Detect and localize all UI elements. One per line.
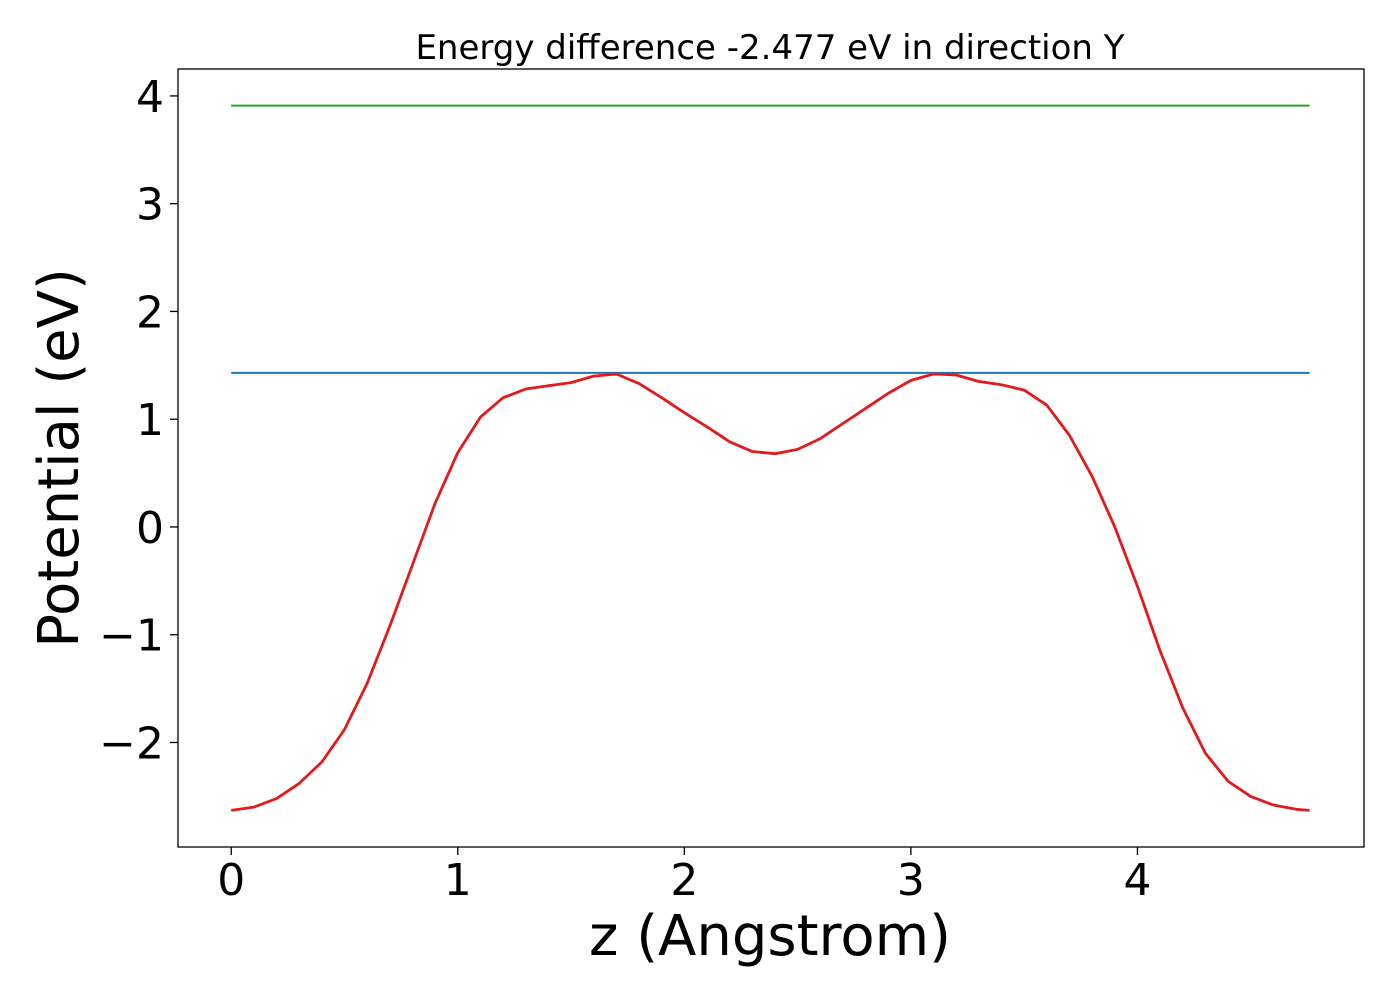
x-tick-label: 2 [670, 855, 698, 906]
x-tick-label: 0 [217, 855, 245, 906]
potential-curve [230, 372, 1310, 812]
y-tick-label: 0 [136, 503, 164, 554]
y-tick-label: 4 [136, 72, 164, 123]
x-axis: 0 1 2 3 4 [217, 847, 1151, 906]
y-tick-label: 3 [136, 180, 164, 231]
series-layer [230, 104, 1310, 812]
x-axis-label: z (Angstrom) [589, 904, 951, 969]
y-tick-label: 1 [136, 395, 164, 446]
y-tick-label: −1 [99, 611, 164, 662]
x-tick-label: 3 [897, 855, 925, 906]
y-axis-label: Potential (eV) [27, 268, 92, 648]
chart-title: Energy difference -2.477 eV in direction… [415, 28, 1124, 68]
y-axis: −2 −1 0 1 2 3 4 [99, 72, 178, 769]
y-tick-label: 2 [136, 287, 164, 338]
x-tick-label: 1 [444, 855, 472, 906]
x-tick-label: 4 [1123, 855, 1151, 906]
y-tick-label: −2 [99, 718, 164, 769]
plot-frame [177, 68, 1365, 848]
